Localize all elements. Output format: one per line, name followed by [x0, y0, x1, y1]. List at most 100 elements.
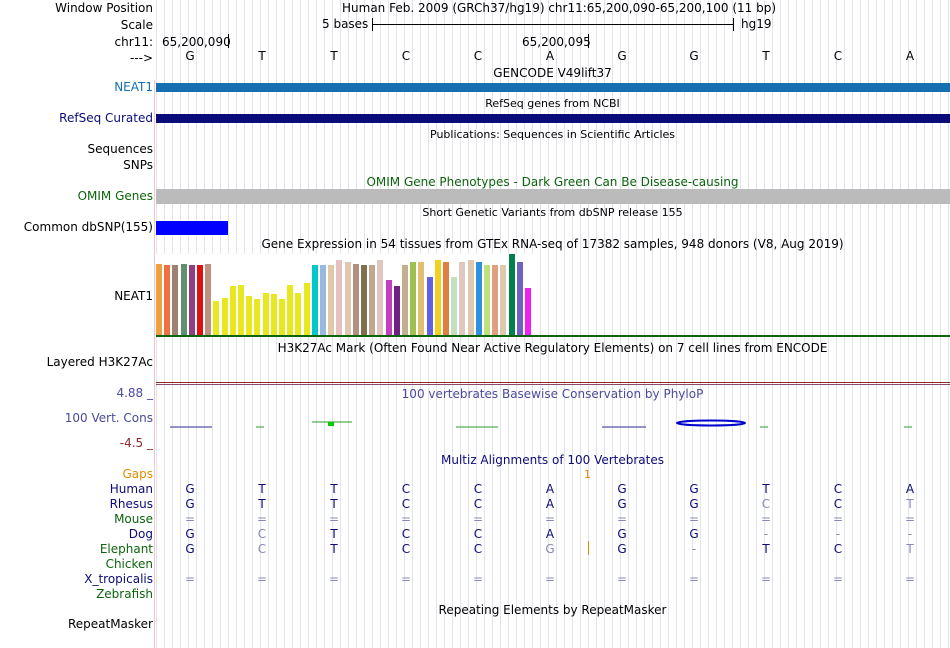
repeatmasker-track-label[interactable]: RepeatMasker: [67, 617, 153, 631]
gtex-tissue-bar[interactable]: [443, 262, 449, 335]
h3k27ac-track-title[interactable]: H3K27Ac Mark (Often Found Near Active Re…: [277, 341, 828, 355]
gtex-tissue-bar[interactable]: [156, 264, 162, 335]
refseq-track-label[interactable]: RefSeq Curated: [59, 111, 153, 125]
alignment-base: G: [689, 482, 699, 496]
grid-line: [812, 0, 813, 648]
gtex-tissue-bar[interactable]: [475, 262, 482, 335]
scale-bar-left-tick: [372, 18, 373, 31]
alignment-base: =: [472, 572, 484, 586]
repeatmasker-track-title[interactable]: Repeating Elements by RepeatMasker: [438, 603, 667, 617]
dbsnp-track-label[interactable]: Common dbSNP(155): [23, 220, 153, 234]
grid-line: [892, 0, 893, 648]
gtex-tissue-bar[interactable]: [525, 288, 531, 335]
gtex-tissue-bar[interactable]: [213, 301, 220, 335]
gtex-tissue-bar[interactable]: [402, 265, 408, 335]
elephant-gap-marker: [588, 541, 589, 555]
gencode-track-title[interactable]: GENCODE V49lift37: [493, 66, 612, 80]
grid-line: [572, 0, 573, 648]
gtex-tissue-bar[interactable]: [262, 293, 269, 335]
gtex-tissue-bar[interactable]: [172, 265, 179, 335]
alignment-base: T: [906, 497, 914, 511]
gtex-tissue-bar[interactable]: [287, 285, 294, 335]
gencode-track-label[interactable]: NEAT1: [114, 80, 153, 94]
gencode-gene-bar[interactable]: [156, 83, 950, 92]
gtex-tissue-bar[interactable]: [500, 265, 507, 335]
gtex-tissue-bar[interactable]: [418, 262, 425, 335]
refseq-gene-bar[interactable]: [156, 114, 950, 123]
alignment-base: C: [473, 482, 483, 496]
publications-snps-label[interactable]: SNPs: [123, 158, 153, 172]
gtex-tissue-bar[interactable]: [434, 260, 441, 335]
species-label[interactable]: Human: [109, 482, 153, 496]
gtex-tissue-bar[interactable]: [180, 264, 187, 335]
window-position-text[interactable]: Human Feb. 2009 (GRCh37/hg19) chr11:65,2…: [342, 1, 777, 15]
gtex-tissue-bar[interactable]: [352, 264, 359, 335]
gtex-tissue-bar[interactable]: [410, 262, 417, 335]
gtex-tissue-bar[interactable]: [492, 265, 499, 335]
alignment-base: C: [473, 527, 483, 541]
phylop-track-label[interactable]: 100 Vert. Cons: [64, 411, 153, 425]
gtex-tissue-bar[interactable]: [484, 265, 490, 335]
gtex-tissue-bar[interactable]: [295, 293, 302, 335]
gtex-tissue-bar[interactable]: [303, 283, 310, 335]
gtex-tissue-bar[interactable]: [188, 265, 195, 335]
gtex-tissue-bar[interactable]: [229, 286, 236, 335]
species-label[interactable]: Elephant: [99, 542, 153, 556]
species-label[interactable]: Mouse: [114, 512, 153, 526]
alignment-base: =: [760, 512, 772, 526]
gtex-tissue-bar[interactable]: [238, 285, 244, 335]
gtex-tissue-bar[interactable]: [516, 262, 523, 335]
alignment-base: T: [762, 482, 770, 496]
gtex-tissue-bar[interactable]: [254, 299, 261, 335]
gtex-tissue-bar[interactable]: [205, 264, 212, 335]
alignment-base: =: [472, 512, 484, 526]
gtex-tissue-bar[interactable]: [328, 265, 335, 335]
gtex-tissue-bar[interactable]: [377, 260, 384, 335]
species-label[interactable]: Zebrafish: [96, 587, 153, 601]
omim-track-title[interactable]: OMIM Gene Phenotypes - Dark Green Can Be…: [366, 175, 739, 189]
base-letter: G: [617, 49, 627, 63]
species-label[interactable]: Chicken: [105, 557, 153, 571]
refseq-track-title[interactable]: RefSeq genes from NCBI: [485, 97, 620, 110]
dbsnp-variant[interactable]: [156, 221, 228, 235]
gtex-tissue-bar[interactable]: [393, 286, 400, 335]
phylop-track-title[interactable]: 100 vertebrates Basewise Conservation by…: [401, 387, 704, 401]
scale-assembly: hg19: [741, 17, 772, 31]
gtex-tissue-bars[interactable]: [156, 254, 534, 335]
species-label[interactable]: Rhesus: [109, 497, 153, 511]
alignment-base: =: [688, 512, 700, 526]
publications-track-title[interactable]: Publications: Sequences in Scientific Ar…: [430, 128, 675, 141]
gtex-tissue-bar[interactable]: [385, 280, 392, 335]
species-label[interactable]: X_tropicalis: [84, 572, 153, 586]
gtex-tissue-bar[interactable]: [311, 265, 318, 335]
publications-sequences-label[interactable]: Sequences: [87, 142, 153, 156]
gtex-tissue-bar[interactable]: [246, 296, 253, 335]
gtex-tissue-bar[interactable]: [320, 265, 326, 335]
gtex-tissue-bar[interactable]: [197, 265, 203, 335]
gtex-tissue-bar[interactable]: [426, 277, 433, 335]
gtex-tissue-bar[interactable]: [369, 265, 376, 335]
gtex-tissue-bar[interactable]: [221, 298, 228, 335]
gtex-tissue-bar[interactable]: [508, 254, 515, 335]
alignment-base: -: [835, 527, 841, 541]
phylop-signal[interactable]: [156, 414, 950, 434]
species-label[interactable]: Dog: [128, 527, 153, 541]
gtex-tissue-bar[interactable]: [459, 262, 466, 335]
h3k27ac-track-label[interactable]: Layered H3K27Ac: [46, 355, 153, 369]
multiz-track-title[interactable]: Multiz Alignments of 100 Vertebrates: [440, 453, 665, 467]
gtex-tissue-bar[interactable]: [164, 265, 171, 335]
gtex-tissue-bar[interactable]: [336, 260, 343, 335]
gtex-track-label[interactable]: NEAT1: [114, 289, 153, 303]
gtex-tissue-bar[interactable]: [467, 260, 474, 335]
omim-gene-bar[interactable]: [156, 189, 950, 204]
grid-line: [852, 0, 853, 648]
dbsnp-track-title[interactable]: Short Genetic Variants from dbSNP releas…: [422, 206, 683, 219]
gtex-tissue-bar[interactable]: [451, 277, 458, 335]
gtex-tissue-bar[interactable]: [279, 299, 285, 335]
omim-track-label[interactable]: OMIM Genes: [77, 189, 153, 203]
gtex-tissue-bar[interactable]: [344, 262, 351, 335]
base-letter: G: [185, 49, 195, 63]
gtex-tissue-bar[interactable]: [270, 294, 277, 335]
gtex-tissue-bar[interactable]: [361, 265, 367, 335]
gtex-track-title[interactable]: Gene Expression in 54 tissues from GTEx …: [261, 237, 844, 251]
